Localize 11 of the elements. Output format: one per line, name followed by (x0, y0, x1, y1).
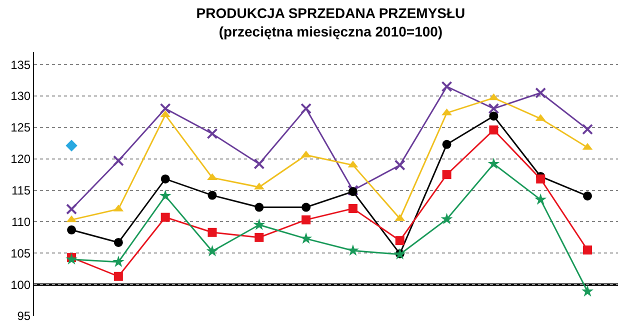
chart-subtitle: (przeciętna miesięczna 2010=100) (218, 23, 443, 40)
y-tick-label: 135 (10, 58, 31, 72)
y-tick-label: 125 (10, 120, 31, 135)
y-tick-label: 95 (17, 309, 31, 324)
y-tick-label: 105 (10, 246, 31, 260)
y-tick-label: 100 (10, 278, 31, 292)
y-tick-label: 120 (10, 152, 31, 166)
chart-title: PRODUKCJA SPRZEDANA PRZEMYSŁU (196, 5, 466, 22)
y-tick-label: 130 (10, 89, 31, 104)
y-tick-label: 115 (11, 183, 31, 198)
y-tick-label: 110 (11, 214, 31, 229)
